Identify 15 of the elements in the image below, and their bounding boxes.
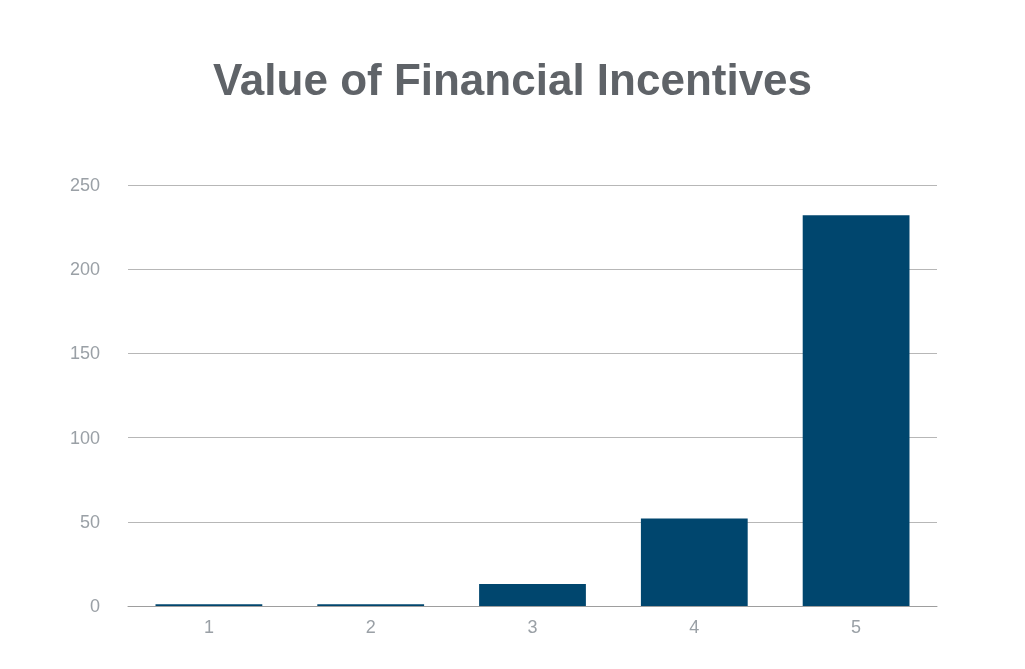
bar [479,584,586,606]
y-tick-label: 150 [69,343,100,364]
bar [640,518,748,606]
x-tick-label: 5 [851,617,862,637]
y-tick-label: 250 [69,175,100,195]
x-tick-label: 4 [689,617,700,637]
y-tick-label: 200 [69,259,100,280]
x-tick-label: 2 [365,617,376,637]
y-tick-label: 50 [79,511,100,532]
x-tick-label: 3 [527,617,538,637]
y-tick-label: 100 [69,427,100,448]
y-tick-label: 0 [89,596,100,616]
chart-title: Value of Financial Incentives [212,54,813,104]
bar [802,215,910,606]
x-tick-label: 1 [203,617,214,637]
